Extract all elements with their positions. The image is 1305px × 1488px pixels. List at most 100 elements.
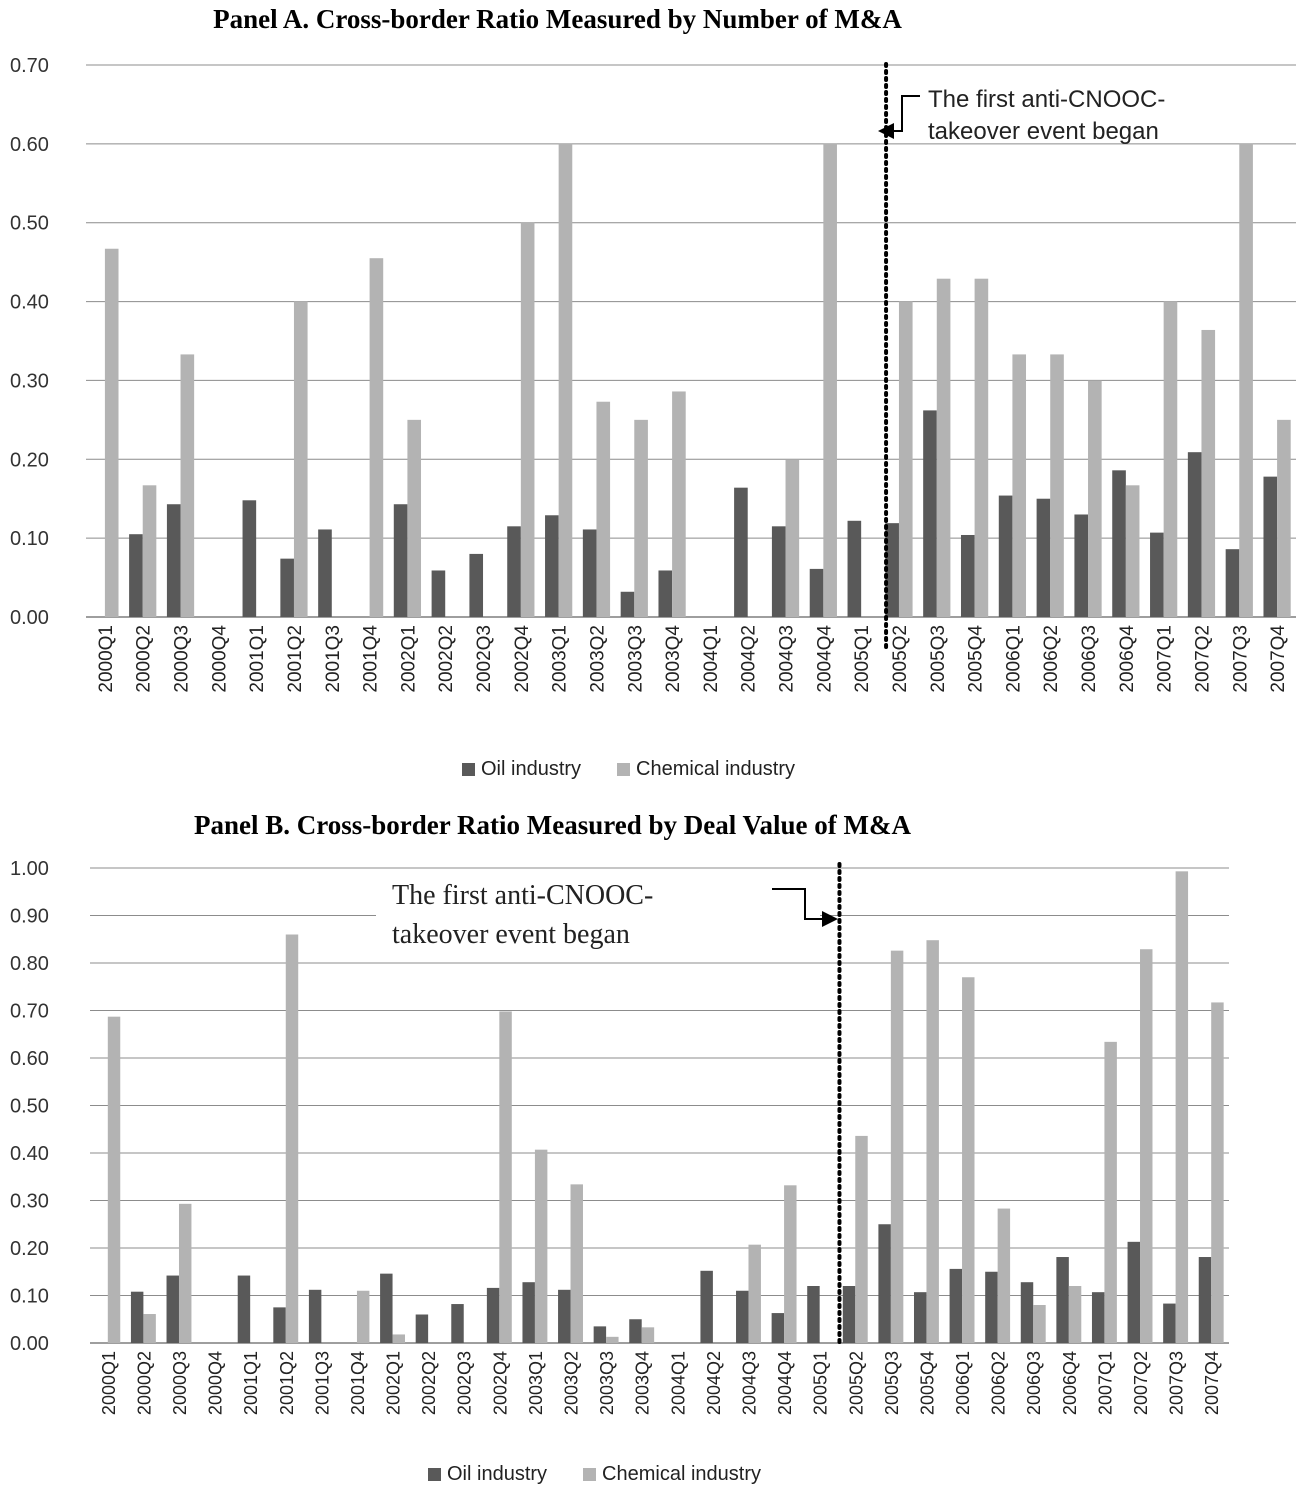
x-tick-label: 2000Q1 — [96, 625, 117, 693]
bar-oil — [885, 523, 899, 617]
bar-chemical — [180, 354, 195, 617]
bar-chemical — [926, 940, 939, 1343]
bar-chemical — [369, 258, 384, 617]
x-tick-label: 2004Q4 — [775, 1351, 795, 1415]
x-tick-label: 2005Q3 — [928, 625, 949, 693]
bar-chemical — [641, 1327, 655, 1343]
bar-chemical — [407, 419, 422, 617]
annotation-arrow — [772, 888, 822, 920]
bar-oil — [771, 526, 786, 617]
x-tick-label: 2001Q1 — [241, 1351, 261, 1415]
annotation-text: The first anti-CNOOC- — [392, 880, 653, 911]
annotation-mask — [376, 872, 820, 962]
panel-a-title: Panel A. Cross-border Ratio Measured by … — [213, 4, 902, 34]
x-tick-label: 2006Q1 — [1003, 625, 1024, 693]
bar-chemical — [898, 301, 913, 617]
bar-oil — [415, 1314, 429, 1343]
annotation-text: takeover event began — [392, 919, 630, 950]
x-tick-label: 2005Q1 — [811, 1351, 831, 1415]
legend-chemical-label: Chemical industry — [636, 758, 795, 780]
x-tick-label: 2000Q2 — [134, 1351, 154, 1415]
bar-chemical — [1201, 329, 1216, 617]
bar-oil — [1263, 476, 1278, 617]
y-tick-label: 0.80 — [10, 953, 49, 975]
x-tick-label: 2003Q1 — [526, 1351, 546, 1415]
bar-chemical — [784, 1185, 797, 1343]
bar-oil — [1112, 470, 1126, 617]
bar-chemical — [285, 934, 299, 1343]
bar-oil — [558, 1289, 571, 1343]
x-tick-label: 2002Q4 — [512, 625, 533, 693]
bar-chemical — [1104, 1041, 1117, 1343]
x-tick-label: 2007Q2 — [1131, 1351, 1151, 1415]
bar-oil — [242, 500, 257, 617]
x-tick-label: 2004Q2 — [704, 1351, 724, 1415]
bar-oil — [629, 1319, 642, 1343]
y-tick-label: 1.00 — [10, 858, 49, 880]
bar-oil — [582, 529, 597, 617]
panel-b: 0.00 0.10 0.20 0.30 0.40 0.50 0.60 0.70 0.80 0.90… — [0, 800, 1305, 1488]
bar-oil — [1187, 452, 1202, 617]
x-tick-label: 2000Q1 — [99, 1351, 119, 1415]
x-tick-label: 2006Q4 — [1117, 625, 1138, 693]
x-tick-label: 2003Q2 — [587, 625, 608, 693]
x-tick-label: 2007Q2 — [1192, 625, 1213, 693]
bar-oil — [1198, 1257, 1212, 1343]
bar-oil — [451, 1304, 464, 1343]
bar-chemical — [596, 401, 611, 617]
x-tick-label: 2006Q2 — [1041, 625, 1062, 693]
panel-a: 0.00 0.10 0.20 0.30 0.40 0.50 0.60 0.70 2000Q1 20… — [10, 4, 1296, 781]
bar-oil — [129, 534, 143, 617]
bar-oil — [878, 1224, 891, 1343]
x-tick-label: 2002Q1 — [398, 625, 419, 693]
panel-a-legend: Oil industry Chemical industry — [462, 758, 795, 781]
bar-oil — [380, 1273, 393, 1343]
bar-chemical — [1140, 949, 1153, 1343]
x-tick-label: 2006Q3 — [1024, 1351, 1044, 1415]
x-tick-label: 2002Q3 — [474, 625, 495, 693]
annotation-arrowhead — [878, 123, 894, 139]
bar-chemical — [785, 459, 800, 617]
y-tick-label: 0.40 — [10, 1143, 49, 1165]
bar-chemical — [962, 977, 975, 1343]
x-tick-label: 2005Q4 — [966, 625, 987, 693]
bar-chemical — [748, 1244, 761, 1343]
bar-oil — [393, 504, 408, 617]
bar-chemical — [1068, 1286, 1082, 1343]
x-tick-label: 2004Q1 — [668, 1351, 688, 1415]
x-tick-label: 2004Q1 — [701, 625, 722, 693]
bar-chemical — [606, 1336, 619, 1343]
x-tick-label: 2007Q4 — [1268, 625, 1289, 693]
legend-chemical-label: Chemical industry — [602, 1463, 761, 1485]
bar-chemical — [997, 1208, 1011, 1343]
x-tick-label: 2001Q4 — [361, 625, 382, 693]
legend-chemical: Chemical industry — [583, 1463, 761, 1486]
y-tick-label: 0.40 — [10, 292, 49, 314]
bar-oil — [1074, 514, 1089, 617]
bar-chemical — [1163, 301, 1178, 617]
bar-oil — [960, 534, 975, 617]
bar-chemical — [104, 248, 119, 618]
bar-chemical — [178, 1203, 192, 1343]
x-tick-label: 2004Q2 — [739, 625, 760, 693]
x-tick-label: 2006Q1 — [953, 1351, 973, 1415]
bar-oil — [913, 1292, 927, 1343]
bar-chemical — [1012, 354, 1027, 617]
x-tick-label: 2005Q2 — [846, 1351, 866, 1415]
bar-chemical — [107, 1016, 121, 1343]
bar-chemical — [936, 278, 951, 617]
bar-oil — [658, 570, 673, 617]
bar-oil — [522, 1282, 535, 1343]
y-tick-label: 0.00 — [10, 1333, 49, 1355]
bar-chemical — [1033, 1305, 1046, 1343]
panel-b-chart: 0.00 0.10 0.20 0.30 0.40 0.50 0.60 0.70 0.80 0.90… — [10, 858, 1229, 1415]
x-tick-label: 2000Q4 — [206, 1351, 226, 1415]
bar-chemical — [142, 485, 157, 617]
bar-oil — [736, 1290, 749, 1343]
bar-oil — [847, 520, 862, 617]
bar-oil — [1091, 1292, 1105, 1343]
legend-oil: Oil industry — [462, 758, 581, 781]
legend-oil-swatch — [428, 1468, 441, 1481]
bar-oil — [545, 515, 559, 617]
bar-chemical — [1050, 354, 1064, 617]
